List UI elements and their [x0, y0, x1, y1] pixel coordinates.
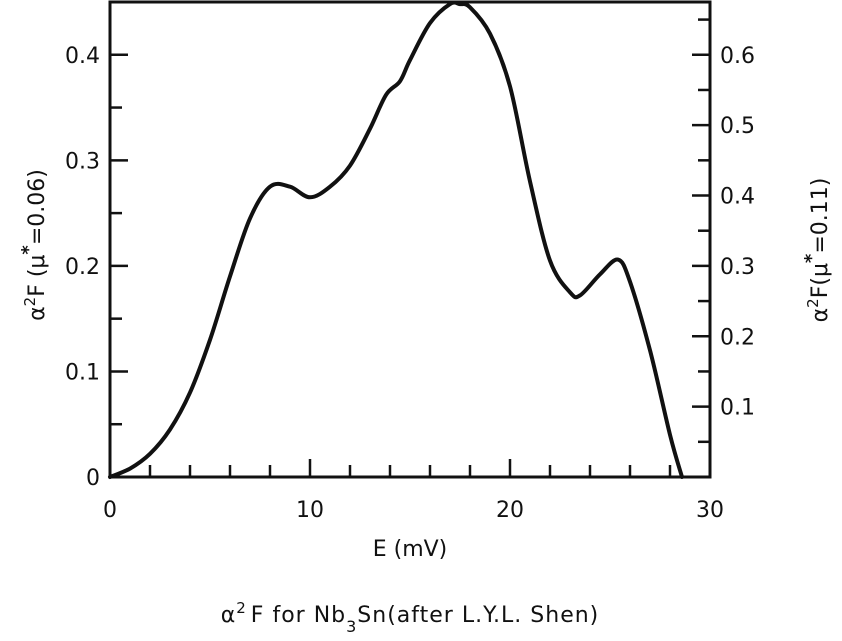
y-left-tick-label: 0.2	[65, 255, 100, 280]
x-tick-label: 0	[103, 498, 117, 523]
y-left-tick-label: 0.3	[65, 149, 100, 174]
ticks	[108, 0, 712, 479]
series-curve	[108, 0, 684, 479]
figure-caption: α2 F for Nb3Sn(after L.Y.L. Shen)	[221, 599, 600, 636]
y-left-tick-label: 0.1	[65, 360, 100, 385]
y-left-tick-label: 0.4	[65, 44, 100, 69]
x-axis-label: E (mV)	[373, 537, 448, 562]
y-right-tick-label: 0.6	[720, 44, 755, 69]
y-left-tick-label: 0	[86, 466, 100, 491]
y-right-tick-label: 0.3	[720, 255, 755, 280]
y-axis-label-right: α2F(μ*=0.11)	[801, 178, 834, 323]
x-tick-label: 30	[696, 498, 724, 523]
y-axis-label-left: α2F (μ*=0.06)	[18, 169, 51, 321]
y-right-tick-label: 0.1	[720, 396, 755, 421]
x-tick-label: 10	[296, 498, 324, 523]
y-right-tick-label: 0.2	[720, 325, 755, 350]
tick-labels: 0 10 20 30 0 0.1 0.2 0.3 0.4 0.1 0.2 0.3 0.4 0.5 0.6	[65, 44, 755, 523]
y-right-tick-label: 0.4	[720, 185, 755, 210]
plot-frame	[108, 0, 712, 479]
x-tick-label: 20	[496, 498, 524, 523]
y-right-tick-label: 0.5	[720, 114, 755, 139]
